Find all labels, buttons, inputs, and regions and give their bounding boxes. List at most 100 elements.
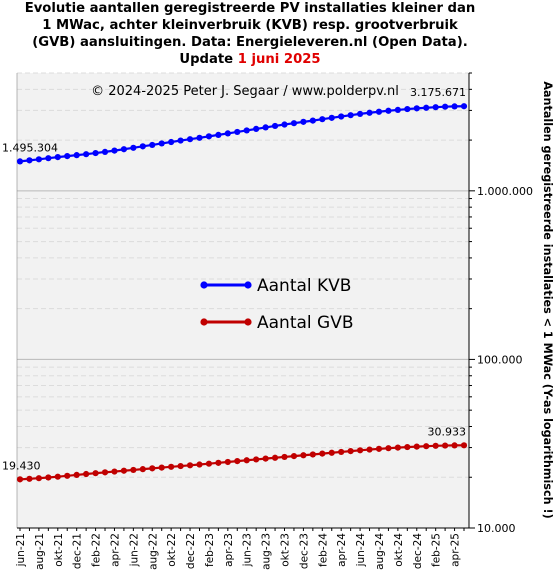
x-tick-label: aug-21 xyxy=(34,533,46,570)
data-point-gvb xyxy=(300,452,307,459)
data-point-kvb xyxy=(385,107,392,114)
data-point-gvb xyxy=(111,468,118,475)
data-point-kvb xyxy=(451,103,458,110)
data-point-kvb xyxy=(356,110,364,117)
x-tick-label: feb-25 xyxy=(431,533,443,567)
x-tick-label: dec-24 xyxy=(412,533,424,569)
data-point-kvb xyxy=(375,108,383,115)
data-point-gvb xyxy=(35,475,42,482)
x-tick-label: jun-24 xyxy=(355,533,367,568)
data-point-gvb xyxy=(375,445,383,452)
data-point-kvb xyxy=(26,157,33,164)
y-tick-label: 10.000 xyxy=(477,522,516,535)
data-point-kvb xyxy=(234,128,241,136)
data-point-kvb xyxy=(120,146,128,153)
data-point-kvb xyxy=(262,124,269,131)
data-point-gvb xyxy=(366,446,373,453)
chart-title: Evolutie aantallen geregistreerde PV ins… xyxy=(0,0,500,68)
end-labels: 1.495.304 3.175.671 19.430 30.933 xyxy=(2,86,466,472)
data-point-gvb xyxy=(26,475,33,482)
data-point-kvb xyxy=(413,105,420,112)
data-point-kvb xyxy=(423,104,430,111)
data-point-kvb xyxy=(35,156,42,163)
data-point-gvb xyxy=(290,453,298,460)
x-tick-label: okt-24 xyxy=(393,533,405,567)
series-layer xyxy=(16,103,468,483)
data-point-gvb xyxy=(215,459,222,466)
data-point-gvb xyxy=(73,471,80,479)
data-point-kvb xyxy=(281,121,288,128)
x-tick-label: feb-24 xyxy=(317,533,329,567)
x-tick-label: jun-22 xyxy=(128,533,140,567)
data-point-gvb xyxy=(309,451,316,458)
data-point-kvb xyxy=(64,153,71,160)
data-point-gvb xyxy=(224,458,231,466)
data-point-kvb xyxy=(16,158,24,165)
data-point-kvb xyxy=(130,144,137,151)
data-point-kvb xyxy=(347,112,354,119)
data-point-gvb xyxy=(45,474,52,481)
copyright-note: © 2024-2025 Peter J. Segaar / www.polder… xyxy=(91,84,399,99)
data-point-kvb xyxy=(290,120,298,127)
legend-marker-gvb xyxy=(200,318,208,326)
x-tick-label: dec-22 xyxy=(185,533,197,569)
data-point-gvb xyxy=(328,449,335,456)
title-update-date: 1 juni 2025 xyxy=(237,52,321,67)
x-tick-label: jun-21 xyxy=(15,533,27,567)
data-point-gvb xyxy=(281,453,288,461)
data-point-gvb xyxy=(319,450,326,457)
x-tick-label: aug-23 xyxy=(261,533,273,570)
data-point-kvb xyxy=(460,103,468,110)
data-point-kvb xyxy=(186,136,194,143)
legend-marker-kvb xyxy=(244,281,252,289)
data-point-gvb xyxy=(158,464,165,471)
data-point-kvb xyxy=(328,114,335,121)
x-tick-label: apr-22 xyxy=(109,533,121,567)
legend: Aantal KVB Aantal GVB xyxy=(200,276,354,333)
data-point-gvb xyxy=(243,457,250,464)
x-tick-label: jun-23 xyxy=(242,533,254,567)
data-point-kvb xyxy=(300,118,307,125)
legend-label-gvb: Aantal GVB xyxy=(257,313,354,333)
data-point-gvb xyxy=(168,463,175,470)
data-point-kvb xyxy=(205,133,213,140)
legend-marker-kvb xyxy=(200,281,208,289)
x-tick-label: aug-24 xyxy=(374,533,386,570)
data-point-gvb xyxy=(83,470,90,478)
data-point-kvb xyxy=(215,131,222,138)
data-point-gvb xyxy=(92,470,99,477)
y-tick-label: 1.000.000 xyxy=(477,185,533,198)
title-update-prefix: Update xyxy=(179,52,238,67)
title-line-1: Evolutie aantallen geregistreerde PV ins… xyxy=(24,1,476,16)
data-point-gvb xyxy=(186,462,194,469)
data-point-kvb xyxy=(366,109,373,116)
data-point-gvb xyxy=(356,447,364,454)
data-point-kvb xyxy=(404,105,411,113)
data-point-kvb xyxy=(45,155,52,162)
data-point-gvb xyxy=(101,469,109,476)
data-point-kvb xyxy=(309,117,316,124)
data-point-kvb xyxy=(224,130,231,137)
data-point-gvb xyxy=(205,460,213,467)
data-point-kvb xyxy=(432,104,439,111)
data-point-kvb xyxy=(83,151,90,158)
legend-marker-gvb xyxy=(244,318,252,326)
x-tick-label: aug-22 xyxy=(147,533,159,570)
x-tick-label: apr-25 xyxy=(450,533,462,567)
data-point-gvb xyxy=(394,444,401,451)
title-line-3: (GVB) aansluitingen. Data: Energielevere… xyxy=(32,35,468,50)
data-point-gvb xyxy=(338,448,345,456)
data-point-gvb xyxy=(460,442,468,449)
x-tick-label: feb-22 xyxy=(91,533,103,567)
grid xyxy=(17,72,469,478)
data-point-gvb xyxy=(253,456,260,463)
x-axis: jun-21 aug-21 okt-21 dec-21 feb-22 apr-22 jun-… xyxy=(15,528,465,570)
data-point-kvb xyxy=(271,122,279,130)
data-point-kvb xyxy=(73,152,80,159)
data-point-kvb xyxy=(111,147,118,154)
data-point-gvb xyxy=(442,442,449,449)
data-point-gvb xyxy=(120,467,128,474)
data-point-kvb xyxy=(168,138,175,146)
y-axis: 10.000 100.000 1.000.000 xyxy=(469,72,533,535)
